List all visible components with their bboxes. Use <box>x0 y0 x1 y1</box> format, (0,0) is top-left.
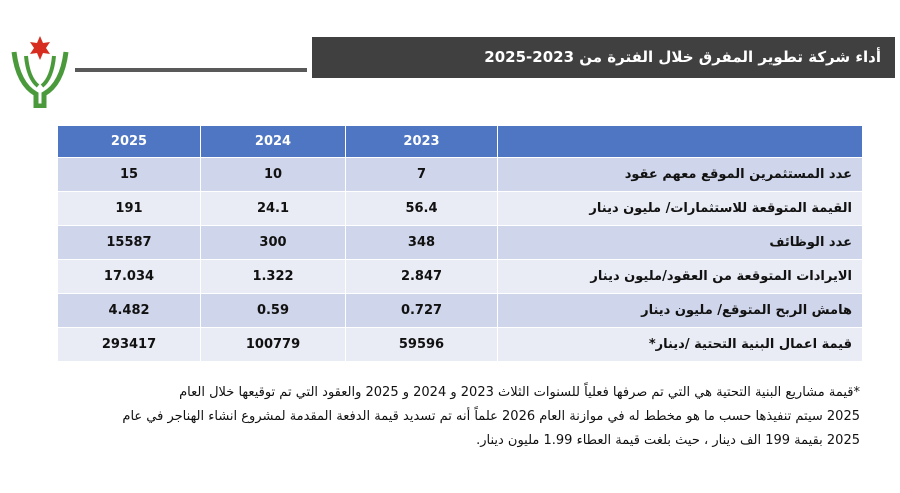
cell-value: 300 <box>200 225 346 260</box>
cell-value: 2.847 <box>345 259 498 294</box>
cell-value: 15 <box>57 157 201 192</box>
title: أداء شركة تطوير المفرق خلال الفترة من 20… <box>312 37 895 78</box>
cell-value: 7 <box>345 157 498 192</box>
cell-value: 348 <box>345 225 498 260</box>
cell-value: 4.482 <box>57 293 201 328</box>
cell-value: 1.322 <box>200 259 346 294</box>
header-row: 2023 2024 2025 <box>57 125 863 158</box>
cell-value: 24.1 <box>200 191 346 226</box>
row-label: الايرادات المتوقعة من العقود/مليون دينار <box>497 259 863 294</box>
table-row: عدد الوظائف 348 300 15587 <box>57 225 863 260</box>
footnote-line: 2025 بقيمة 199 الف دينار ، حيث بلغت قيمة… <box>476 433 860 448</box>
table-row: الايرادات المتوقعة من العقود/مليون دينار… <box>57 259 863 294</box>
cell-value: 100779 <box>200 327 346 362</box>
cell-value: 10 <box>200 157 346 192</box>
table-row: عدد المستثمرين الموقع معهم عقود 7 10 15 <box>57 157 863 192</box>
footnote-line: 2025 سيتم تنفيذها حسب ما هو مخطط له في م… <box>122 409 860 424</box>
row-label: القيمة المتوقعة للاستثمارات/ مليون دينار <box>497 191 863 226</box>
cell-value: 17.034 <box>57 259 201 294</box>
footnote-line: *قيمة مشاريع البنية التحتية هي التي تم ص… <box>179 385 860 400</box>
row-label: عدد المستثمرين الموقع معهم عقود <box>497 157 863 192</box>
logo <box>11 36 69 108</box>
row-label: قيمة اعمال البنية التحتية /دينار* <box>497 327 863 362</box>
row-label: هامش الربح المتوقع/ مليون دينار <box>497 293 863 328</box>
row-label: عدد الوظائف <box>497 225 863 260</box>
table-row: القيمة المتوقعة للاستثمارات/ مليون دينار… <box>57 191 863 226</box>
cell-value: 191 <box>57 191 201 226</box>
data-table: 2023 2024 2025 عدد المستثمرين الموقع معهم … <box>57 125 863 362</box>
cell-value: 0.727 <box>345 293 498 328</box>
header-rule <box>75 68 307 72</box>
cell-value: 0.59 <box>200 293 346 328</box>
table-row: قيمة اعمال البنية التحتية /دينار* 59596 10… <box>57 327 863 362</box>
header-cell <box>497 125 863 158</box>
cell-value: 15587 <box>57 225 201 260</box>
cell-value: 293417 <box>57 327 201 362</box>
cell-value: 56.4 <box>345 191 498 226</box>
column-header: 2024 <box>200 125 346 158</box>
cell-value: 59596 <box>345 327 498 362</box>
column-header: 2025 <box>57 125 201 158</box>
footnote: *قيمة مشاريع البنية التحتية هي التي تم ص… <box>40 381 860 453</box>
table-row: هامش الربح المتوقع/ مليون دينار 0.727 0.59… <box>57 293 863 328</box>
column-header: 2023 <box>345 125 498 158</box>
